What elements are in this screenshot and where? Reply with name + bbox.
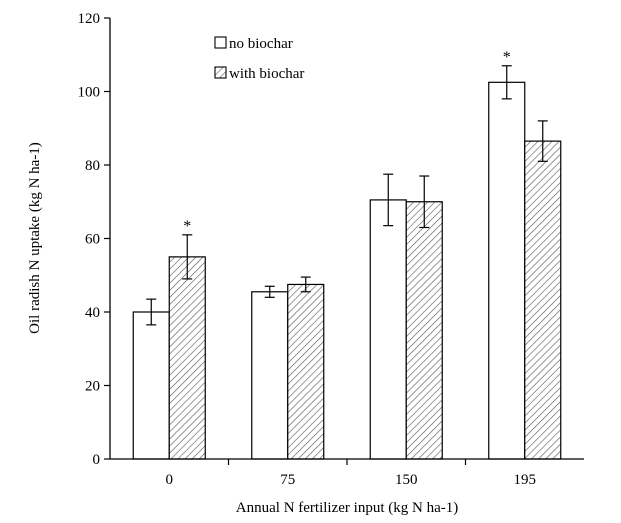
y-tick-label: 40 <box>85 305 100 321</box>
y-axis-label: Oil radish N uptake (kg N ha-1) <box>27 142 43 334</box>
significance-asterisk: * <box>503 49 511 66</box>
y-tick-label: 20 <box>85 379 100 395</box>
y-tick-label: 60 <box>85 232 100 248</box>
bar-no-biochar <box>369 199 407 460</box>
legend-swatch <box>214 66 227 79</box>
legend: no biochar with biochar <box>214 36 304 82</box>
significance-marks: ** <box>183 49 511 235</box>
x-tick-label: 75 <box>280 472 295 488</box>
bar-no-biochar <box>251 291 289 460</box>
bar-no-biochar <box>488 81 526 460</box>
x-tick-label: 150 <box>395 472 418 488</box>
bar-with-biochar <box>168 256 206 460</box>
x-axis-label: Annual N fertilizer input (kg N ha-1) <box>236 500 458 516</box>
x-tick-label: 195 <box>514 472 537 488</box>
error-bars <box>146 65 548 326</box>
bar-with-biochar <box>524 140 562 460</box>
y-tick-label: 0 <box>93 452 101 468</box>
legend-swatch <box>214 36 227 49</box>
legend-label: no biochar <box>229 36 293 52</box>
x-tick-label: 0 <box>166 472 174 488</box>
bar-no-biochar <box>132 311 170 460</box>
bar-with-biochar <box>287 283 325 460</box>
significance-asterisk: * <box>183 218 191 235</box>
bars <box>132 81 562 460</box>
y-tick-label: 120 <box>78 11 101 27</box>
legend-label: with biochar <box>229 66 304 82</box>
y-tick-label: 80 <box>85 158 100 174</box>
bar-with-biochar <box>405 201 443 460</box>
y-axis-ticks: 0 20 40 60 80 100 120 <box>78 11 110 468</box>
y-tick-label: 100 <box>78 85 101 101</box>
x-axis-ticks: 0 75 150 195 <box>166 459 537 488</box>
